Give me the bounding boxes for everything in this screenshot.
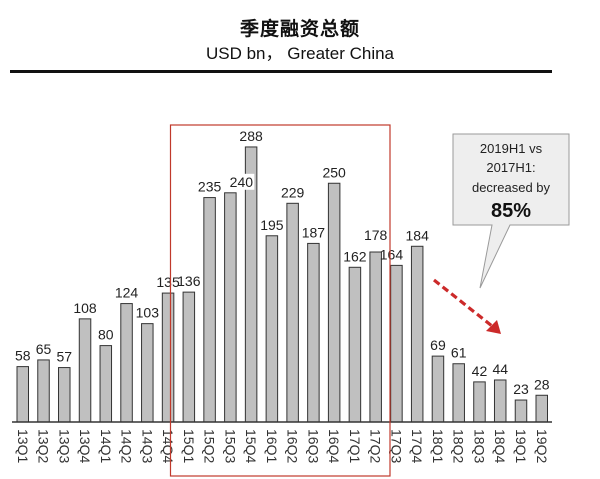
callout-bubble: [452, 133, 570, 289]
bar-series: [16, 146, 548, 423]
trend-arrow-icon: [433, 278, 501, 334]
value-label: 42: [472, 363, 488, 379]
x-tick-label: 17Q3: [388, 429, 404, 463]
x-tick-label: 13Q3: [56, 429, 72, 463]
bar: [161, 292, 175, 423]
value-label: 240: [230, 174, 254, 190]
bar: [369, 251, 382, 423]
x-tick-label: 18Q2: [451, 429, 467, 463]
bar: [390, 264, 403, 423]
x-tick-label: 15Q4: [243, 429, 259, 463]
bar: [224, 192, 237, 423]
bar: [182, 291, 196, 423]
value-label: 235: [198, 179, 222, 195]
bar: [493, 379, 507, 423]
value-label: 164: [380, 246, 404, 262]
bar: [327, 182, 341, 423]
bar: [348, 266, 362, 423]
x-tick-label: 14Q3: [139, 429, 155, 463]
value-label: 136: [177, 273, 201, 289]
callout-highlight-value: 85%: [491, 200, 531, 222]
x-tick-label: 14Q2: [119, 429, 135, 463]
value-label: 229: [281, 184, 305, 200]
x-tick-label: 15Q2: [202, 429, 218, 463]
x-tick-label: 19Q1: [513, 429, 529, 463]
x-tick-label: 15Q1: [181, 429, 197, 463]
x-tick-label: 13Q1: [15, 429, 31, 463]
value-label: 61: [451, 345, 467, 361]
x-tick-label: 19Q2: [534, 429, 550, 463]
x-tick-label: 17Q4: [409, 429, 425, 463]
bar: [514, 399, 528, 423]
callout-line-1: 2019H1 vs: [480, 141, 543, 156]
bar: [37, 359, 50, 423]
callout-line-2: 2017H1:: [486, 160, 535, 175]
value-label: 108: [73, 300, 97, 316]
bar: [410, 245, 424, 423]
x-tick-label: 17Q2: [368, 429, 384, 463]
bar: [78, 318, 92, 423]
bar: [58, 367, 71, 423]
bar: [141, 323, 154, 423]
value-label: 65: [36, 341, 52, 357]
x-axis-tick-labels: 13Q1 13Q2 13Q3 13Q4 14Q1 14Q2 14Q3 14Q4 15Q1 15Q2…: [15, 429, 550, 463]
x-tick-label: 18Q4: [492, 429, 508, 463]
value-label: 288: [239, 128, 263, 144]
value-label: 178: [364, 227, 388, 243]
bar: [535, 394, 548, 423]
bar: [99, 345, 113, 423]
x-tick-label: 15Q3: [222, 429, 238, 463]
chart-subtitle: USD bn， Greater China: [205, 44, 395, 63]
x-tick-label: 16Q1: [264, 429, 280, 463]
value-label: 28: [534, 376, 550, 392]
bar: [473, 381, 486, 423]
bar: [265, 235, 279, 423]
x-tick-label: 18Q3: [471, 429, 487, 463]
x-tick-label: 17Q1: [347, 429, 363, 463]
x-tick-label: 13Q2: [36, 429, 52, 463]
value-label: 184: [406, 227, 430, 243]
bar: [286, 202, 299, 423]
value-label: 23: [513, 381, 529, 397]
x-tick-label: 16Q4: [326, 429, 342, 463]
label-background: [228, 173, 255, 190]
x-tick-label: 16Q3: [305, 429, 321, 463]
callout: 2019H1 vs 2017H1: decreased by 85%: [452, 133, 570, 289]
value-label: 57: [56, 349, 72, 365]
value-label: 162: [343, 248, 367, 264]
x-tick-label: 13Q4: [77, 429, 93, 463]
value-label: 80: [98, 327, 114, 343]
x-tick-label: 16Q2: [285, 429, 301, 463]
callout-line-3: decreased by: [472, 180, 551, 195]
value-label: 58: [15, 348, 31, 364]
value-label: 250: [322, 164, 346, 180]
bar: [431, 355, 445, 423]
x-tick-label: 14Q4: [160, 429, 176, 463]
bar: [16, 366, 29, 423]
value-label: 124: [115, 285, 139, 301]
value-label: 44: [492, 361, 508, 377]
value-label: 187: [302, 224, 326, 240]
bar: [452, 363, 465, 423]
x-tick-label: 18Q1: [430, 429, 446, 463]
chart-title: 季度融资总额: [239, 19, 360, 40]
value-label: 195: [260, 217, 284, 233]
bar: [120, 303, 133, 423]
title-divider: [10, 70, 552, 73]
x-tick-label: 14Q1: [98, 429, 114, 463]
highlight-period-box: [169, 124, 391, 477]
bar: [307, 242, 320, 423]
value-label: 103: [136, 305, 160, 321]
value-label: 69: [430, 337, 446, 353]
bar: [203, 197, 216, 423]
value-label: 135: [156, 274, 180, 290]
